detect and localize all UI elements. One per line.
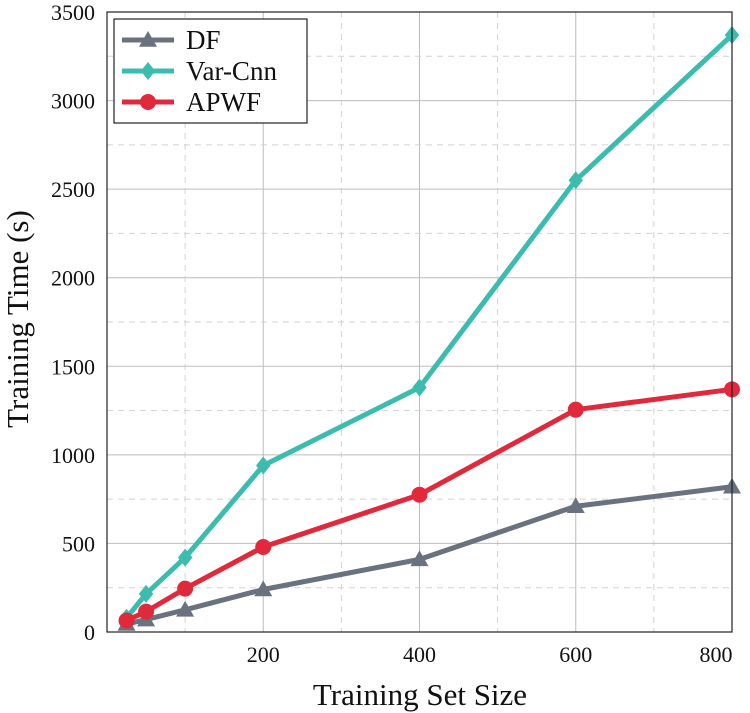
- x-tick-label: 400: [403, 642, 436, 667]
- y-tick-label: 2000: [51, 266, 95, 291]
- y-tick-label: 500: [62, 531, 95, 556]
- legend-label-df: DF: [186, 25, 221, 55]
- data-point-var-cnn: [412, 378, 427, 397]
- data-point-apwf: [255, 538, 272, 555]
- legend-label-apwf: APWF: [186, 87, 261, 117]
- data-point-df: [566, 497, 585, 513]
- y-tick-label: 0: [84, 620, 95, 645]
- x-axis-title: Training Set Size: [313, 677, 527, 712]
- data-point-apwf: [138, 603, 155, 620]
- data-point-var-cnn: [177, 548, 193, 567]
- series-markers: [117, 26, 741, 631]
- tick-labels: 200 400 600 800 0 500 1000 1500 2000 2500 3000 3500: [51, 0, 733, 667]
- y-tick-label: 3500: [51, 0, 95, 25]
- y-tick-label: 2500: [51, 177, 95, 202]
- y-tick-label: 1000: [51, 443, 95, 468]
- legend-label-var-cnn: Var-Cnn: [186, 56, 277, 86]
- legend-marker-apwf: [140, 94, 156, 110]
- legend-marker-df: [139, 31, 157, 47]
- data-point-var-cnn: [256, 456, 271, 475]
- x-tick-label: 200: [247, 642, 280, 667]
- data-point-df: [410, 550, 429, 567]
- data-point-apwf: [411, 486, 428, 503]
- series-line-apwf: [124, 386, 735, 623]
- plot-frame: [106, 11, 733, 633]
- y-tick-label: 3000: [51, 89, 95, 114]
- data-point-var-cnn: [568, 171, 583, 190]
- data-point-apwf: [567, 401, 584, 418]
- data-point-apwf: [177, 580, 194, 597]
- y-axis-title: Training Time (s): [0, 210, 35, 428]
- x-tick-label: 800: [700, 642, 733, 667]
- data-point-df: [254, 580, 273, 597]
- x-tick-label: 600: [559, 642, 592, 667]
- y-tick-label: 1500: [51, 354, 95, 379]
- series-line-df: [124, 484, 735, 627]
- data-point-df: [176, 600, 195, 617]
- grid: [107, 12, 732, 632]
- data-point-apwf: [118, 612, 135, 629]
- data-point-var-cnn: [138, 584, 154, 603]
- legend-marker-var-cnn: [140, 62, 156, 80]
